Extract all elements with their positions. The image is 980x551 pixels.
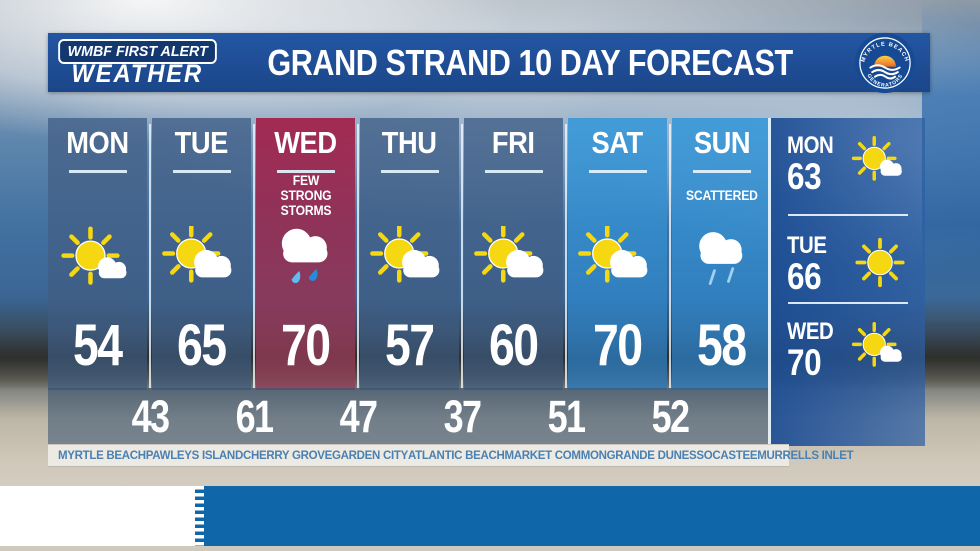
low-temp: 61	[235, 391, 274, 442]
header-bar: WMBF FIRST ALERT WEATHER GRAND STRAND 10…	[48, 32, 930, 94]
day-note	[366, 173, 454, 219]
mostly-sunny-icon	[847, 136, 913, 194]
forecast-column-mon: MON 54	[48, 118, 147, 390]
day-label: MON	[66, 124, 129, 160]
lows-band	[48, 388, 771, 444]
sidebar-row-divider	[788, 302, 908, 304]
day-label: SAT	[591, 124, 644, 160]
forecast-column-wed: WED FEW STRONG STORMS 70	[256, 118, 355, 390]
high-temp: 70	[281, 313, 331, 379]
sponsor-logo: MYRTLE BEACH GENERATORS	[840, 32, 930, 94]
forecast-column-thu: THU 57	[360, 118, 459, 390]
wmbf-logo: WMBF FIRST ALERT WEATHER	[48, 38, 221, 88]
city-label: ATLANTIC BEACH	[407, 449, 505, 462]
high-temp: 70	[593, 313, 643, 379]
day-label: TUE	[174, 124, 229, 160]
high-temp: 60	[489, 313, 539, 379]
city-label: MURRELLS INLET	[757, 449, 854, 462]
scattered-showers-icon	[679, 219, 765, 303]
lower-third-ticks	[195, 486, 204, 546]
sunny-icon	[847, 236, 913, 294]
sidebar-row-divider	[788, 214, 908, 216]
column-divider	[565, 124, 567, 388]
sidebar-divider	[768, 118, 771, 446]
extended-row-mon: MON 63	[771, 122, 925, 208]
partly-cloudy-icon	[471, 219, 557, 303]
wmbf-badge: WMBF FIRST ALERT	[58, 38, 218, 64]
day-note	[574, 173, 662, 219]
day-label: SUN	[693, 124, 750, 160]
day-note: FEW STRONG STORMS	[280, 172, 331, 219]
extended-high-temp: 70	[787, 342, 822, 384]
myrtle-beach-generators-icon: MYRTLE BEACH GENERATORS	[854, 32, 915, 93]
day-note	[54, 173, 142, 219]
city-label: PAWLEYS ISLAND	[145, 449, 243, 462]
extended-high-temp: 66	[787, 256, 822, 298]
day-note	[470, 173, 558, 219]
low-temp: 43	[131, 391, 170, 442]
day-label: WED	[274, 124, 337, 160]
column-divider	[253, 124, 255, 388]
partly-cloudy-icon	[367, 219, 453, 303]
high-temp: 58	[697, 313, 747, 379]
day-label: THU	[382, 124, 437, 160]
city-label: MARKET COMMON	[504, 449, 607, 462]
partly-cloudy-icon	[575, 219, 661, 303]
mostly-sunny-icon	[847, 322, 913, 380]
column-divider	[461, 124, 463, 388]
background-sky	[922, 0, 980, 322]
day-underline	[692, 170, 751, 173]
forecast-column-fri: FRI 60	[464, 118, 563, 390]
day-underline	[484, 170, 543, 173]
city-label: SOCASTEE	[696, 449, 758, 462]
day-underline	[588, 170, 647, 173]
lower-third-blue-bar	[204, 486, 980, 546]
column-divider	[149, 124, 151, 388]
city-label: GRANDE DUNES	[606, 449, 697, 462]
day-underline	[380, 170, 439, 173]
lower-third-white-bar	[0, 486, 195, 546]
low-temp: 37	[443, 391, 482, 442]
city-label: GARDEN CITY	[332, 449, 408, 462]
partly-cloudy-icon	[159, 219, 245, 303]
rain-icon	[263, 219, 349, 303]
day-note	[158, 173, 246, 219]
extended-row-wed: WED 70	[771, 308, 925, 394]
extended-row-tue: TUE 66	[771, 222, 925, 308]
city-label: CHERRY GROVE	[242, 449, 333, 462]
day-underline	[68, 170, 127, 173]
low-temp: 51	[547, 391, 586, 442]
low-temp: 52	[651, 391, 690, 442]
city-label: MYRTLE BEACH	[58, 449, 146, 462]
extended-day-label: TUE	[787, 231, 827, 259]
high-temp: 57	[385, 313, 435, 379]
day-label: FRI	[492, 124, 535, 160]
low-temp: 47	[339, 391, 378, 442]
day-note: SCATTERED	[685, 187, 758, 203]
wmbf-weather-label: WEATHER	[71, 59, 204, 88]
extended-day-label: WED	[787, 317, 834, 345]
day-underline	[172, 170, 231, 173]
column-divider	[669, 124, 671, 388]
forecast-column-tue: TUE 65	[152, 118, 251, 390]
high-temp: 65	[177, 313, 227, 379]
column-divider	[357, 124, 359, 388]
extended-high-temp: 63	[787, 156, 822, 198]
high-temp: 54	[73, 313, 123, 379]
forecast-column-sun: SUN SCATTERED 58	[672, 118, 771, 390]
extended-day-label: MON	[787, 131, 834, 159]
mostly-sunny-icon	[55, 219, 141, 303]
forecast-column-sat: SAT 70	[568, 118, 667, 390]
page-title: GRAND STRAND 10 DAY FORECAST	[267, 41, 794, 83]
city-strip: MYRTLE BEACH PAWLEYS ISLAND CHERRY GROVE…	[48, 444, 854, 467]
day-underline	[276, 170, 335, 173]
